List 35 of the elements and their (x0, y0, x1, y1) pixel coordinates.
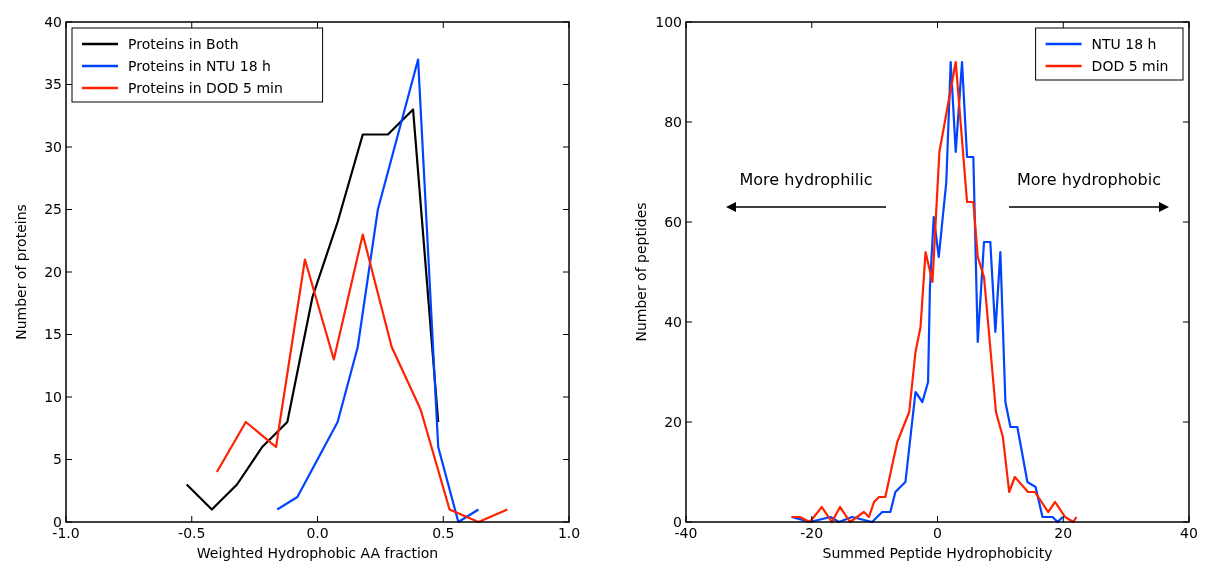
legend-label: Proteins in Both (128, 35, 239, 52)
y-axis-title: Number of peptides (633, 202, 649, 342)
x-tick-label: 1.0 (557, 525, 581, 541)
y-tick-label: 20 (664, 413, 682, 430)
legend-label: DOD 5 min (1091, 57, 1169, 74)
y-tick-label: 10 (44, 388, 62, 405)
y-tick-label: 20 (44, 263, 62, 280)
y-tick-label: 5 (53, 451, 62, 468)
y-tick-label: 15 (44, 326, 62, 343)
line-series (185, 108, 440, 511)
y-tick-label: 80 (664, 113, 682, 130)
y-tick-label: 0 (673, 513, 682, 530)
x-tick-label: 0.5 (432, 525, 455, 541)
x-tick-label: 0.0 (306, 525, 329, 541)
y-tick-label: 60 (664, 213, 682, 230)
line-series (215, 233, 509, 524)
legend-label: Proteins in NTU 18 h (128, 57, 271, 74)
y-tick-label: 40 (664, 313, 682, 330)
y-tick-label: 100 (655, 13, 682, 30)
y-axis-title: Number of proteins (13, 204, 29, 340)
y-tick-label: 35 (44, 76, 62, 93)
y-tick-label: 25 (44, 201, 62, 218)
x-axis-title: Weighted Hydrophobic AA fraction (196, 545, 439, 561)
annotation: More hydrophobic (1016, 170, 1162, 189)
x-tick-label: -0.5 (178, 525, 206, 541)
y-tick-label: 30 (44, 138, 62, 155)
x-tick-label: 40 (1180, 525, 1198, 541)
y-tick-label: 40 (44, 13, 62, 30)
legend-label: NTU 18 h (1091, 35, 1157, 52)
annotation: More hydrophilic (739, 170, 873, 189)
legend-label: Proteins in DOD 5 min (128, 79, 283, 96)
x-axis-title: Summed Peptide Hydrophobicity (822, 545, 1053, 561)
x-tick-label: 0 (933, 525, 942, 541)
x-tick-label: 20 (1054, 525, 1073, 541)
x-tick-label: -20 (800, 525, 824, 541)
